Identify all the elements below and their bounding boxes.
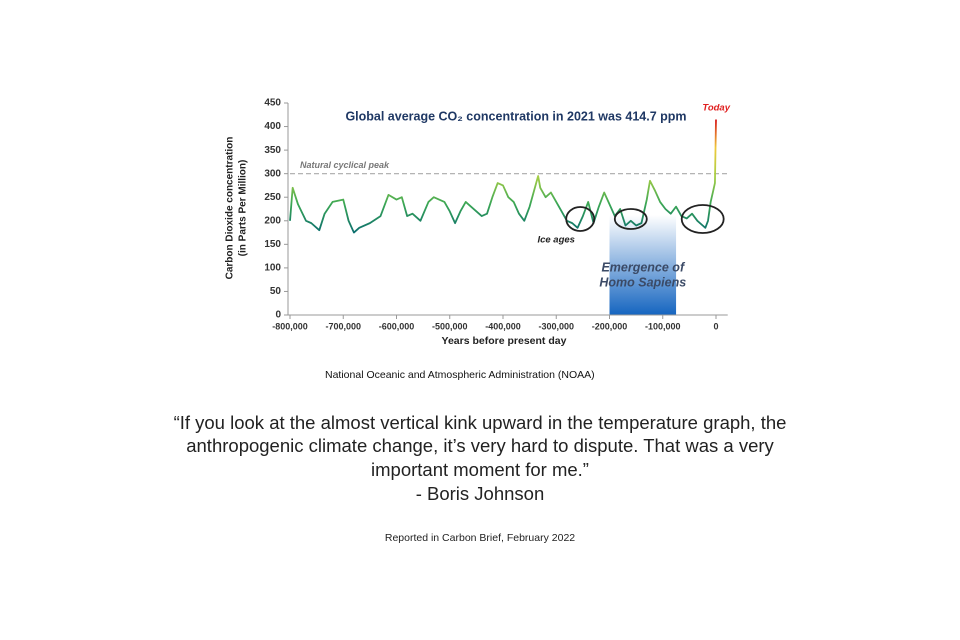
y-tick-label: 300 xyxy=(264,168,281,179)
y-tick-label: 150 xyxy=(264,239,281,250)
y-tick-label: 250 xyxy=(264,192,281,203)
peak-label: Natural cyclical peak xyxy=(300,160,390,170)
quote-line: important moment for me.” xyxy=(371,459,589,480)
emergence-label: Homo Sapiens xyxy=(599,275,686,289)
y-axis-label: (in Parts Per Million) xyxy=(238,160,249,257)
quote-line: “If you look at the almost vertical kink… xyxy=(174,412,787,433)
quote-attribution: - Boris Johnson xyxy=(416,483,545,504)
x-tick-label: -400,000 xyxy=(485,321,521,331)
today-label: Today xyxy=(702,103,730,114)
y-tick-label: 200 xyxy=(264,215,281,226)
x-tick-label: -800,000 xyxy=(272,321,308,331)
quote-line: anthropogenic climate change, it’s very … xyxy=(186,435,774,456)
reported: Reported in Carbon Brief, February 2022 xyxy=(385,532,575,544)
emergence-region xyxy=(609,215,677,315)
y-axis-label: Carbon Dioxide concentration xyxy=(225,137,236,280)
y-tick-label: 50 xyxy=(270,286,282,297)
y-tick-label: 450 xyxy=(264,98,281,109)
co2-line xyxy=(289,119,717,234)
ice-age-circle xyxy=(565,206,596,232)
y-tick-label: 350 xyxy=(264,145,281,156)
ice-age-circle xyxy=(680,204,725,234)
x-tick-label: -200,000 xyxy=(592,321,628,331)
chart-title: Global average CO₂ concentration in 2021… xyxy=(345,109,686,123)
ice-age-circle xyxy=(613,208,648,230)
y-tick-label: 0 xyxy=(275,310,281,321)
x-tick-label: -600,000 xyxy=(379,321,415,331)
source: National Oceanic and Atmospheric Adminis… xyxy=(325,369,595,381)
emergence-label: Emergence of xyxy=(601,260,686,274)
y-tick-label: 400 xyxy=(264,121,281,132)
x-tick-label: -700,000 xyxy=(325,321,361,331)
x-axis-label: Years before present day xyxy=(442,335,567,347)
x-tick-label: -500,000 xyxy=(432,321,468,331)
ice-ages-label: Ice ages xyxy=(537,235,575,246)
y-tick-label: 100 xyxy=(264,263,281,274)
x-tick-label: -100,000 xyxy=(645,321,681,331)
x-tick-label: -300,000 xyxy=(538,321,574,331)
x-tick-label: 0 xyxy=(713,321,718,331)
